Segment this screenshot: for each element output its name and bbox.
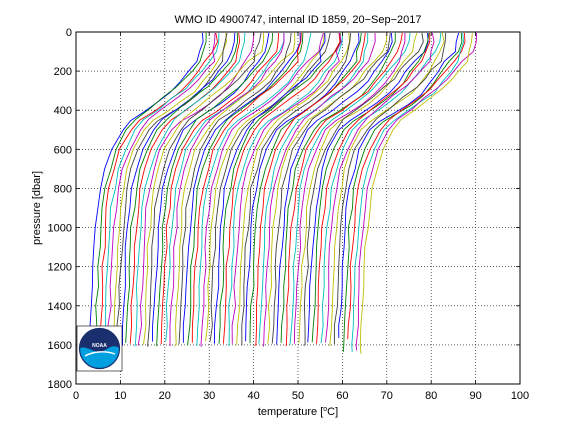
profile-line: [103, 32, 220, 342]
profile-line: [156, 32, 274, 347]
profile-line: [338, 32, 460, 338]
x-tick-label: 100: [511, 390, 529, 402]
profile-line: [293, 33, 406, 344]
x-tick-label: 70: [381, 390, 393, 402]
profile-line: [187, 32, 304, 346]
profile-line: [316, 32, 431, 344]
profile-line: [209, 32, 331, 342]
profile-line: [347, 32, 466, 340]
profile-line: [137, 32, 255, 346]
profile-line: [205, 32, 325, 342]
profile-line: [160, 32, 280, 345]
y-tick-label: 1000: [48, 223, 72, 235]
profile-line: [254, 32, 366, 346]
profile-line: [227, 32, 343, 346]
profile-line: [214, 32, 326, 344]
profile-line: [241, 32, 351, 346]
x-tick-label: 40: [247, 390, 259, 402]
profile-line: [143, 32, 264, 345]
y-axis-title: pressure [dbar]: [31, 171, 43, 245]
profile-line: [285, 32, 403, 347]
y-tick-label: 0: [66, 27, 72, 39]
profile-line: [271, 32, 391, 344]
profile-line: [231, 32, 342, 344]
y-tick-label: 1600: [48, 340, 72, 352]
y-tick-label: 800: [54, 183, 72, 195]
profile-line: [355, 32, 477, 351]
profile-line: [200, 32, 324, 347]
y-tick-label: 400: [54, 105, 72, 117]
profile-line: [333, 32, 447, 344]
profile-line: [307, 32, 429, 343]
profile-line: [298, 32, 418, 344]
x-tick-label: 50: [292, 390, 304, 402]
chart-title: WMO ID 4900747, internal ID 1859, 20−Sep…: [174, 14, 421, 26]
x-tick-label: 90: [469, 390, 481, 402]
y-tick-label: 1400: [48, 301, 72, 313]
profile-line: [289, 32, 411, 345]
x-tick-label: 80: [425, 390, 437, 402]
profile-line: [94, 33, 207, 346]
profile-line: [329, 32, 445, 347]
axis-ticks: 0 10 20 30 40 50 60 70 80 90 100020040060080010001…: [48, 27, 530, 402]
profile-line: [178, 32, 292, 345]
profile-line: [182, 32, 301, 343]
profile-line: [236, 32, 350, 345]
grid-lines: [76, 32, 520, 384]
profile-line: [303, 32, 424, 346]
profile-line: [120, 32, 236, 347]
profile-line: [98, 32, 218, 343]
profile-line: [325, 32, 435, 343]
profile-line: [276, 32, 393, 345]
profile-line: [249, 32, 362, 344]
profile-line: [191, 32, 302, 343]
y-tick-label: 1800: [48, 379, 72, 391]
x-tick-label: 60: [336, 390, 348, 402]
profile-line: [222, 32, 341, 344]
profile-line: [116, 32, 228, 344]
profile-line: [351, 32, 465, 353]
x-tick-label: 30: [203, 390, 215, 402]
profile-line: [134, 32, 246, 347]
y-tick-label: 600: [54, 144, 72, 156]
profile-line: [174, 32, 296, 347]
profile-line: [107, 32, 216, 344]
profile-line: [147, 32, 262, 347]
profile-line: [245, 32, 360, 342]
profile-line: [311, 32, 430, 343]
svg-text:NOAA: NOAA: [92, 343, 107, 349]
profile-line: [169, 32, 285, 347]
x-axis-title: temperature [oC]: [258, 406, 338, 418]
profile-line: [165, 33, 285, 342]
profile-line: [196, 32, 312, 346]
profile-line: [280, 32, 396, 343]
profile-line: [262, 32, 376, 347]
profile-line: [129, 32, 241, 344]
profile-line: [258, 33, 369, 344]
noaa-logo: NOAA: [76, 325, 123, 372]
y-tick-label: 1200: [48, 262, 72, 274]
profile-line: [89, 32, 204, 344]
profile-line: [125, 32, 238, 343]
profile-line: [267, 32, 388, 344]
profile-line: [218, 32, 341, 344]
y-tick-label: 200: [54, 66, 72, 78]
x-tick-label: 0: [73, 390, 79, 402]
profile-line: [342, 32, 463, 352]
profile-line: [151, 32, 270, 342]
profile-line: [111, 32, 227, 344]
profile-line: [320, 32, 442, 344]
x-tick-label: 20: [159, 390, 171, 402]
profile-line: [359, 32, 473, 354]
profile-series: [89, 32, 477, 354]
x-tick-label: 10: [114, 390, 126, 402]
